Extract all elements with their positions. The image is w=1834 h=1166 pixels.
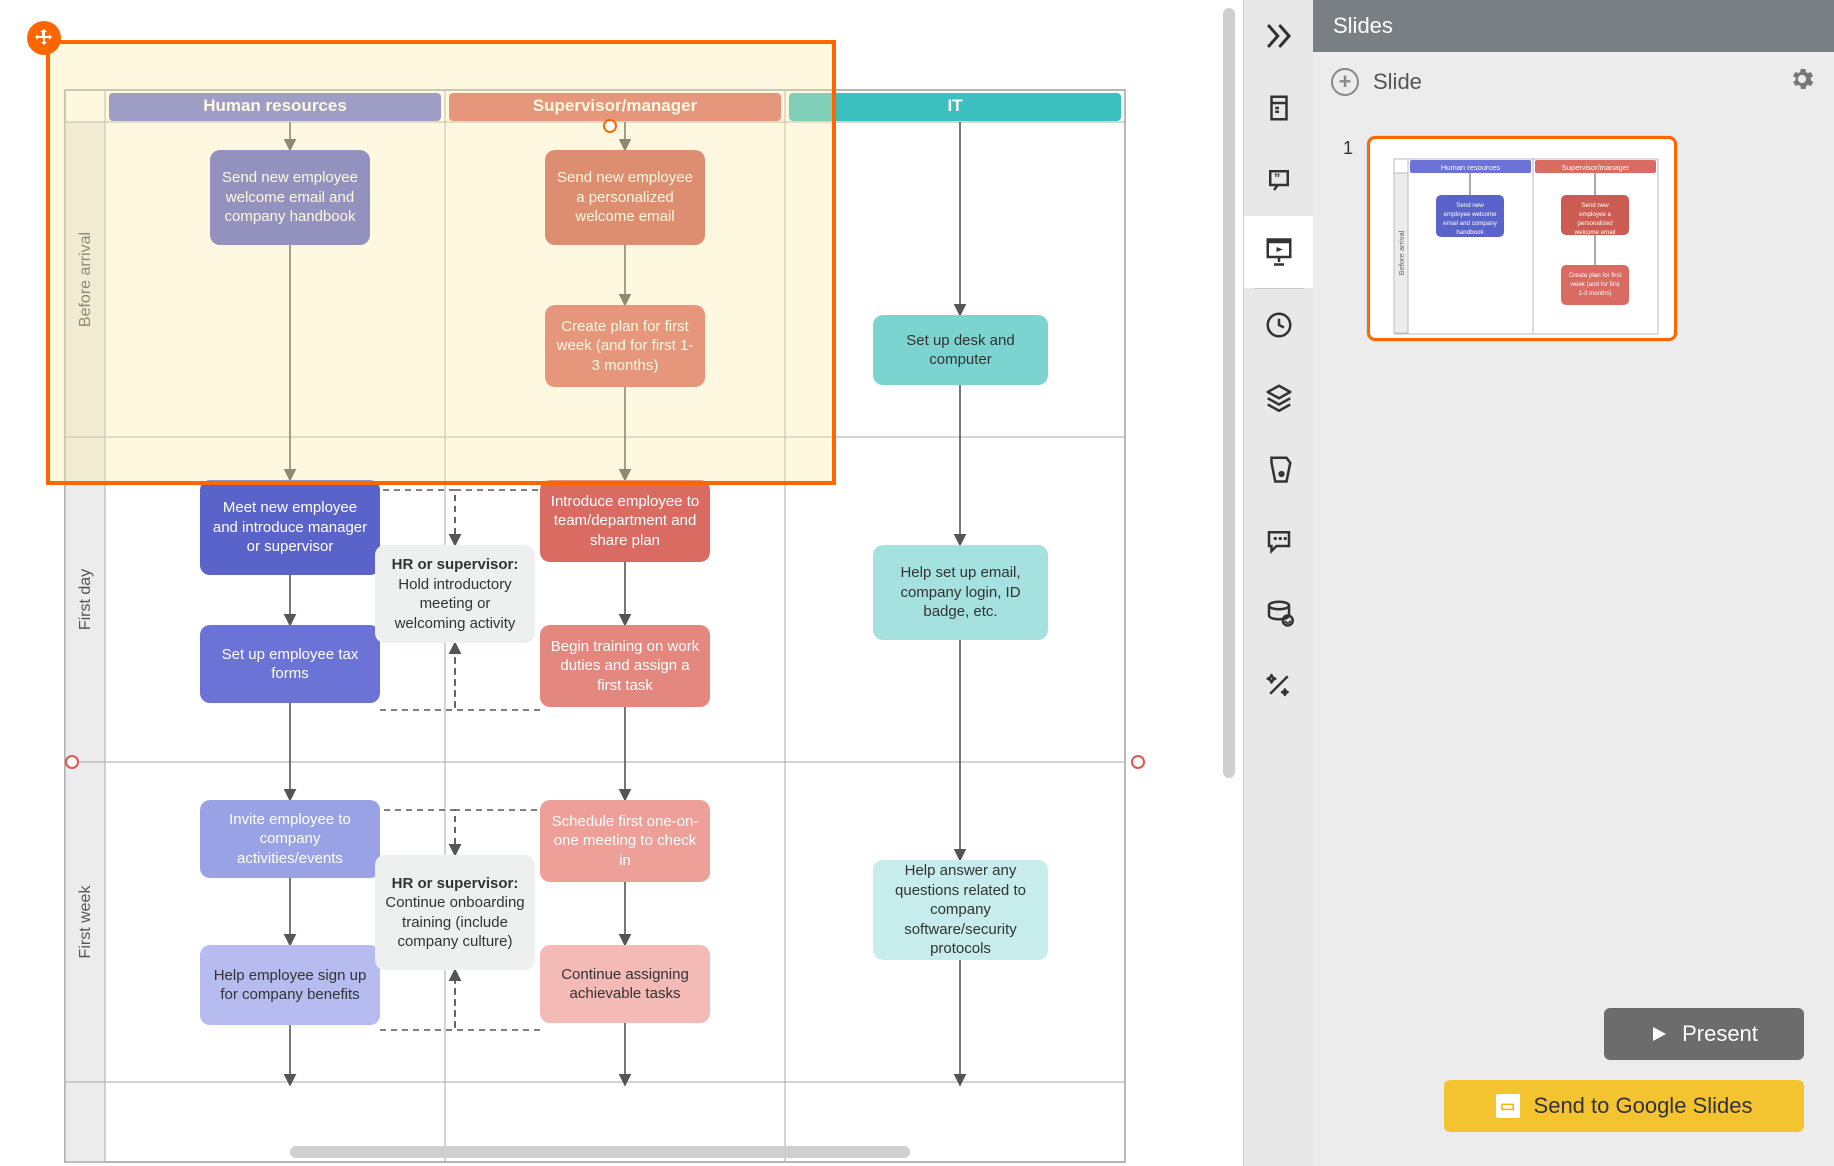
svg-text:”: ” [1274, 172, 1280, 186]
layers-icon [1264, 382, 1294, 412]
rail-page-button[interactable] [1244, 72, 1314, 144]
slide-thumbnail[interactable]: Human resources Supervisor/manager Before … [1367, 136, 1677, 341]
canvas-vertical-scrollbar[interactable] [1223, 8, 1235, 778]
row-resize-handle[interactable] [1131, 755, 1145, 769]
rail-comment-button[interactable]: ” [1244, 144, 1314, 216]
canvas-horizontal-scrollbar[interactable] [290, 1146, 910, 1158]
slide-thumbnail-row: 1 Human resources Supervisor/manager Befor… [1343, 136, 1804, 341]
diagram-canvas[interactable]: Human resources Supervisor/manager IT Befor… [0, 0, 1243, 1166]
rail-layers-button[interactable] [1244, 361, 1314, 433]
svg-text:employee a: employee a [1579, 211, 1612, 218]
play-icon [1650, 1025, 1668, 1043]
slide-number: 1 [1343, 136, 1353, 341]
flowchart-node[interactable]: Set up desk and computer [873, 315, 1048, 385]
rail-present-button[interactable] [1244, 216, 1314, 288]
svg-text:Send new: Send new [1456, 202, 1484, 209]
svg-text:Send new: Send new [1581, 202, 1609, 209]
svg-text:Before arrival: Before arrival [1397, 230, 1406, 275]
svg-text:IT: IT [947, 96, 963, 115]
selection-resize-handle[interactable] [603, 119, 617, 133]
add-slide-button[interactable]: + Slide [1331, 68, 1422, 96]
rail-magic-button[interactable] [1244, 649, 1314, 721]
flowchart-node[interactable]: Set up employee tax forms [200, 625, 380, 703]
panel-title: Slides [1313, 0, 1834, 52]
presentation-icon [1264, 237, 1294, 267]
flowchart-node[interactable]: Send new employee a personalized welcome… [545, 150, 705, 245]
svg-text:welcome email: welcome email [1574, 229, 1616, 236]
svg-text:email and company: email and company [1443, 220, 1498, 227]
clock-icon [1264, 310, 1294, 340]
rail-fill-button[interactable] [1244, 433, 1314, 505]
svg-text:First day: First day [77, 569, 94, 630]
db-icon [1264, 598, 1294, 628]
svg-text:Create plan for first: Create plan for first [1569, 272, 1622, 279]
flowchart-node[interactable]: Help set up email, company login, ID bad… [873, 545, 1048, 640]
flowchart-node[interactable]: Help answer any questions related to com… [873, 860, 1048, 960]
chevrons-right-icon [1264, 21, 1294, 51]
rail-history-button[interactable] [1244, 289, 1314, 361]
right-icon-rail: ” [1243, 0, 1313, 1166]
quote-icon: ” [1264, 165, 1294, 195]
flowchart-node[interactable]: Continue assigning achievable tasks [540, 945, 710, 1023]
svg-text:employee welcome: employee welcome [1444, 211, 1498, 218]
present-button[interactable]: Present [1604, 1008, 1804, 1060]
svg-text:Human resources: Human resources [1441, 163, 1500, 172]
flowchart-node[interactable]: HR or supervisor:Continue onboarding tra… [375, 855, 535, 970]
svg-text:Human resources: Human resources [203, 96, 347, 115]
svg-text:Supervisor/manager: Supervisor/manager [533, 96, 698, 115]
google-slides-label: Send to Google Slides [1534, 1093, 1753, 1119]
flowchart-node[interactable]: Begin training on work duties and assign… [540, 625, 710, 707]
add-slide-label: Slide [1373, 69, 1422, 95]
wand-icon [1264, 670, 1294, 700]
row-resize-handle[interactable] [65, 755, 79, 769]
svg-text:Before arrival: Before arrival [77, 232, 94, 327]
selection-move-handle[interactable] [27, 21, 61, 55]
rail-data-button[interactable] [1244, 577, 1314, 649]
flowchart-node[interactable]: Create plan for first week (and for firs… [545, 305, 705, 387]
chat-icon [1264, 526, 1294, 556]
rail-chat-button[interactable] [1244, 505, 1314, 577]
rail-collapse-button[interactable] [1244, 0, 1314, 72]
drop-icon [1264, 454, 1294, 484]
svg-text:1-3 months): 1-3 months) [1579, 290, 1612, 297]
svg-text:week (and for first: week (and for first [1569, 281, 1619, 288]
slides-panel: Slides + Slide 1 Human resources Supervis… [1313, 0, 1834, 1166]
flowchart-node[interactable]: Invite employee to company activities/ev… [200, 800, 380, 878]
page-icon [1264, 93, 1294, 123]
present-label: Present [1682, 1021, 1758, 1047]
plus-icon: + [1331, 68, 1359, 96]
svg-text:Supervisor/manager: Supervisor/manager [1562, 163, 1630, 172]
flowchart-node[interactable]: Send new employee welcome email and comp… [210, 150, 370, 245]
google-slides-icon: ▭ [1496, 1094, 1520, 1118]
flowchart-node[interactable]: Introduce employee to team/department an… [540, 480, 710, 562]
flowchart-node[interactable]: Meet new employee and introduce manager … [200, 480, 380, 575]
panel-settings-button[interactable] [1788, 65, 1816, 99]
flowchart-node[interactable]: HR or supervisor:Hold introductory meeti… [375, 545, 535, 643]
flowchart-node[interactable]: Help employee sign up for company benefi… [200, 945, 380, 1025]
flowchart-node[interactable]: Schedule first one-on-one meeting to che… [540, 800, 710, 882]
svg-text:First week: First week [77, 885, 94, 959]
send-to-google-slides-button[interactable]: ▭ Send to Google Slides [1444, 1080, 1804, 1132]
svg-text:personalized: personalized [1577, 220, 1613, 227]
svg-text:handbook: handbook [1456, 229, 1484, 236]
